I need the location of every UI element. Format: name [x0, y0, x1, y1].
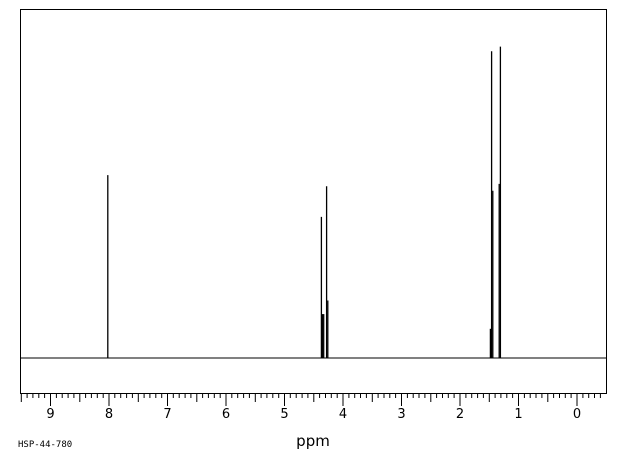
- x-tick-label: 4: [339, 407, 347, 422]
- x-tick-label: 9: [46, 407, 54, 422]
- x-axis-ticks: [20, 393, 601, 406]
- x-tick-label: 6: [222, 407, 230, 422]
- x-tick-label: 2: [456, 407, 464, 422]
- x-axis-tick-labels: 9 8 7 6 5 4 3 2 1 0: [46, 407, 581, 422]
- x-tick-label: 5: [280, 407, 288, 422]
- x-tick-label: 8: [105, 407, 113, 422]
- x-axis-title: ppm: [296, 432, 330, 450]
- spectrum-code-label: HSP-44-780: [18, 440, 72, 450]
- x-tick-label: 7: [163, 407, 171, 422]
- x-tick-label: 1: [514, 407, 522, 422]
- spectrum-trace: [21, 46, 606, 359]
- x-tick-label: 0: [573, 407, 581, 422]
- x-tick-label: 3: [397, 407, 405, 422]
